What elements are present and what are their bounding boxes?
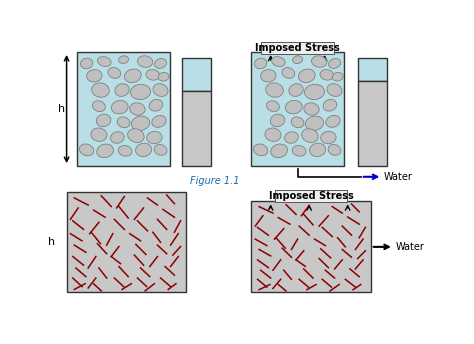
Text: Water: Water xyxy=(384,172,413,182)
Text: Figure 1.1: Figure 1.1 xyxy=(190,176,239,186)
Ellipse shape xyxy=(323,99,337,111)
Ellipse shape xyxy=(115,84,129,96)
Ellipse shape xyxy=(97,144,113,158)
Ellipse shape xyxy=(80,144,94,156)
Ellipse shape xyxy=(304,84,325,99)
Ellipse shape xyxy=(291,117,304,128)
Ellipse shape xyxy=(292,146,306,156)
Bar xyxy=(251,52,344,166)
Ellipse shape xyxy=(255,58,267,69)
Ellipse shape xyxy=(299,69,315,83)
Text: h: h xyxy=(58,104,65,114)
Ellipse shape xyxy=(155,58,166,68)
Ellipse shape xyxy=(282,67,295,78)
Ellipse shape xyxy=(310,143,326,157)
Ellipse shape xyxy=(118,146,132,156)
Ellipse shape xyxy=(266,83,283,97)
Ellipse shape xyxy=(110,132,124,143)
Ellipse shape xyxy=(108,67,121,78)
Bar xyxy=(182,58,211,90)
Ellipse shape xyxy=(118,56,128,64)
Text: Water: Water xyxy=(395,242,424,252)
Ellipse shape xyxy=(272,57,285,66)
Ellipse shape xyxy=(87,69,102,82)
Ellipse shape xyxy=(292,56,302,64)
Ellipse shape xyxy=(81,58,93,69)
Bar xyxy=(66,192,186,292)
Bar xyxy=(251,202,371,292)
Ellipse shape xyxy=(111,100,128,114)
Ellipse shape xyxy=(117,117,130,128)
Ellipse shape xyxy=(137,56,153,67)
Text: h: h xyxy=(48,237,55,247)
Ellipse shape xyxy=(285,100,302,114)
Ellipse shape xyxy=(311,56,327,67)
Ellipse shape xyxy=(332,73,343,81)
Ellipse shape xyxy=(152,116,166,127)
FancyBboxPatch shape xyxy=(261,42,334,54)
Ellipse shape xyxy=(96,114,111,127)
Ellipse shape xyxy=(154,144,167,155)
Ellipse shape xyxy=(261,69,276,82)
Ellipse shape xyxy=(266,101,279,111)
Ellipse shape xyxy=(327,84,342,96)
Ellipse shape xyxy=(91,128,107,141)
Ellipse shape xyxy=(270,114,285,127)
Ellipse shape xyxy=(125,69,141,83)
Ellipse shape xyxy=(321,131,336,144)
Bar xyxy=(182,90,211,166)
Ellipse shape xyxy=(128,129,144,142)
Ellipse shape xyxy=(301,129,318,142)
Ellipse shape xyxy=(328,58,340,68)
Bar xyxy=(77,52,170,166)
Ellipse shape xyxy=(328,144,341,155)
Ellipse shape xyxy=(254,144,268,156)
FancyBboxPatch shape xyxy=(275,190,347,202)
Ellipse shape xyxy=(136,143,152,157)
Ellipse shape xyxy=(146,131,162,144)
Ellipse shape xyxy=(271,144,287,158)
Ellipse shape xyxy=(304,103,319,115)
Ellipse shape xyxy=(92,101,105,111)
Ellipse shape xyxy=(131,116,150,130)
Ellipse shape xyxy=(326,116,340,127)
Ellipse shape xyxy=(98,57,111,66)
Ellipse shape xyxy=(91,83,109,97)
Ellipse shape xyxy=(320,69,334,80)
Ellipse shape xyxy=(284,132,298,143)
Ellipse shape xyxy=(305,116,324,130)
Ellipse shape xyxy=(153,84,168,96)
Ellipse shape xyxy=(289,84,303,96)
Ellipse shape xyxy=(130,103,145,115)
Ellipse shape xyxy=(265,128,281,141)
Ellipse shape xyxy=(149,99,163,111)
Text: Imposed Stress: Imposed Stress xyxy=(255,43,340,53)
Ellipse shape xyxy=(146,69,160,80)
Ellipse shape xyxy=(130,84,151,99)
Text: Imposed Stress: Imposed Stress xyxy=(269,191,354,201)
Bar xyxy=(358,58,387,81)
Bar xyxy=(358,81,387,166)
Ellipse shape xyxy=(158,73,169,81)
